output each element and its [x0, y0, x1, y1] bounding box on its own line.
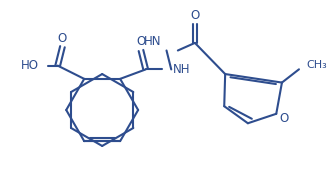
Text: HN: HN: [144, 35, 162, 48]
Text: O: O: [279, 112, 288, 125]
Text: HO: HO: [21, 59, 39, 72]
Text: O: O: [190, 9, 199, 22]
Text: NH: NH: [173, 63, 191, 76]
Text: O: O: [136, 36, 146, 48]
Text: CH₃: CH₃: [306, 60, 327, 70]
Text: O: O: [58, 32, 67, 45]
